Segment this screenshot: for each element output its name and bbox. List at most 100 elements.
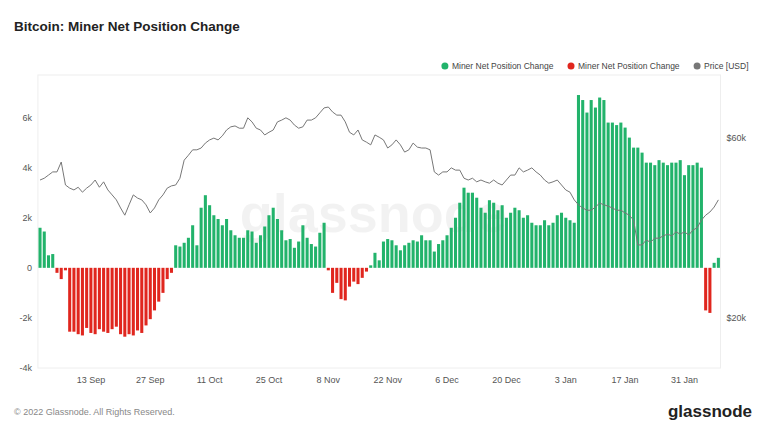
x-tick-label: 3 Jan [555, 375, 577, 385]
bar [47, 255, 50, 268]
y2-tick-label: $20k [727, 313, 747, 323]
bar [289, 239, 292, 268]
bar [645, 163, 648, 268]
bar [526, 215, 529, 268]
bar [462, 188, 465, 268]
bar [657, 160, 660, 268]
title: Bitcoin: Miner Net Position Change [14, 19, 240, 34]
bar [522, 218, 525, 268]
bar [429, 240, 432, 268]
bar [242, 238, 245, 268]
bar [683, 175, 686, 268]
bar [140, 268, 143, 333]
bar [679, 160, 682, 268]
bar [204, 195, 207, 268]
bar [102, 268, 105, 332]
bar [636, 148, 639, 268]
bar [420, 235, 423, 268]
bar [166, 268, 169, 279]
bar [348, 268, 351, 287]
bar [331, 268, 334, 293]
bar [77, 268, 80, 334]
x-tick-label: 17 Jan [612, 375, 639, 385]
bar [212, 215, 215, 268]
bar [60, 268, 63, 279]
bar [670, 163, 673, 268]
bar [55, 268, 58, 273]
bar [51, 254, 54, 268]
bar [674, 163, 677, 268]
bar [280, 230, 283, 268]
y2-tick-label: $60k [727, 133, 747, 143]
bar [323, 223, 326, 268]
bar [272, 208, 275, 268]
bar [356, 268, 359, 284]
bar [352, 268, 355, 282]
bar [717, 258, 720, 268]
bar [365, 268, 368, 272]
bar [653, 165, 656, 268]
bar [547, 225, 550, 268]
bar [577, 95, 580, 268]
bar [687, 165, 690, 268]
bar [700, 168, 703, 268]
bar [225, 219, 228, 268]
bar [713, 263, 716, 268]
bar [115, 268, 118, 327]
bar [250, 232, 253, 268]
y-tick-label: 0 [27, 263, 32, 273]
legend-label: Miner Net Position Change [578, 61, 680, 71]
bar [297, 242, 300, 268]
bar [85, 268, 88, 328]
bar [543, 220, 546, 268]
bar [259, 235, 262, 268]
bar [496, 210, 499, 268]
bar [492, 203, 495, 268]
x-tick-label: 8 Nov [317, 375, 341, 385]
bar [632, 148, 635, 268]
bar [513, 208, 516, 268]
footer: © 2022 Glassnode. All Rights Reserved. [14, 407, 175, 417]
bar [518, 210, 521, 268]
bar [407, 243, 410, 268]
bar [81, 268, 84, 336]
bar [144, 268, 147, 326]
bar [327, 268, 330, 271]
price-line [40, 107, 718, 245]
bar [344, 268, 347, 301]
bar [386, 239, 389, 268]
bar [530, 223, 533, 268]
y-tick-label: 4k [22, 163, 32, 173]
bar [119, 268, 122, 334]
bar [594, 108, 597, 268]
x-tick-label: 31 Jan [671, 375, 698, 385]
bar [501, 205, 504, 268]
x-tick-label: 11 Oct [197, 375, 223, 385]
legend-swatch [694, 63, 701, 70]
bar [255, 243, 258, 268]
bar [89, 268, 92, 333]
bar [106, 268, 109, 333]
bar [467, 193, 470, 268]
bar [195, 245, 198, 268]
bar [619, 123, 622, 268]
bar [615, 125, 618, 268]
bar [416, 242, 419, 268]
bar [585, 113, 588, 268]
bar [38, 228, 41, 268]
bar [234, 235, 237, 268]
bar [556, 215, 559, 268]
y-tick-label: -2k [19, 313, 32, 323]
background [0, 0, 768, 432]
bar [441, 240, 444, 268]
bar [183, 243, 186, 268]
watermark: glassnode [240, 183, 507, 243]
y-tick-label: -4k [19, 363, 32, 373]
bar [149, 268, 152, 319]
y-tick-label: 6k [22, 113, 32, 123]
bar [68, 268, 71, 332]
bar [399, 250, 402, 268]
chart: Bitcoin: Miner Net Position Change glassn… [0, 0, 768, 432]
bar [696, 163, 699, 268]
bar [564, 218, 567, 268]
